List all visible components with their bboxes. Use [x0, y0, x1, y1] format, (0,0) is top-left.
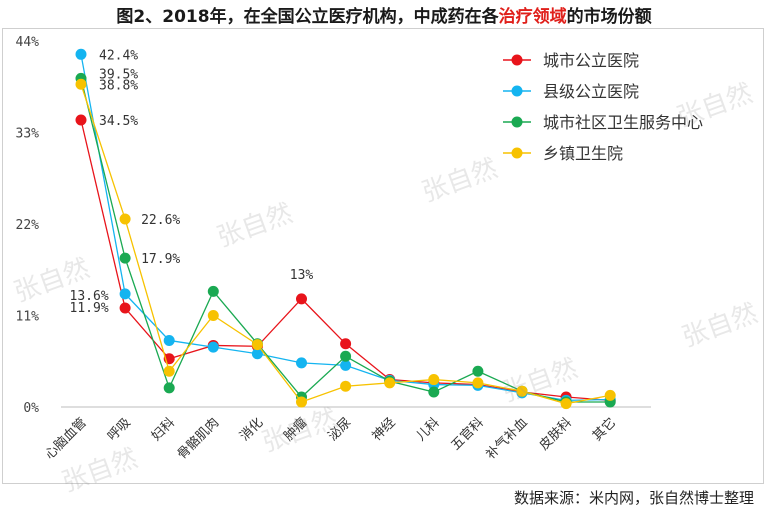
data-label: 34.5%	[99, 114, 138, 129]
data-label: 13.6%	[70, 289, 109, 304]
y-tick-label: 22%	[16, 218, 40, 233]
data-point	[384, 377, 396, 389]
y-tick-label: 11%	[16, 310, 40, 325]
legend-marker	[511, 54, 523, 66]
legend-label: 城市社区卫生服务中心	[543, 113, 703, 132]
data-point	[119, 213, 131, 225]
x-category-label: 神经	[370, 415, 399, 444]
data-point	[296, 293, 307, 305]
legend-label: 城市公立医院	[543, 51, 639, 70]
legend-label: 乡镇卫生院	[543, 144, 623, 163]
x-category-label: 泌尿	[325, 415, 354, 444]
x-category-label: 皮肤科	[537, 415, 575, 453]
x-category-label: 消化	[237, 415, 266, 444]
data-point	[207, 285, 219, 297]
chart-frame: 0% 11% 22% 33% 44% 心脑血管 呼吸 妇科 骨骼肌肉 消化 肿瘤 泌尿 神经 儿科 五官科补…	[2, 28, 764, 484]
data-point	[75, 48, 87, 60]
data-point	[340, 338, 352, 350]
x-category-label: 补气补血	[483, 415, 531, 463]
data-point	[251, 348, 263, 360]
data-point	[119, 302, 131, 314]
data-source: 数据来源：米内网，张自然博士整理	[513, 489, 754, 507]
x-category-label: 骨骼肌肉	[174, 415, 222, 463]
y-tick-label: 0%	[23, 401, 39, 416]
y-tick-label: 33%	[16, 127, 40, 142]
data-point	[207, 341, 219, 353]
data-point	[340, 350, 352, 362]
legend-marker	[511, 116, 523, 128]
legend-marker	[511, 147, 523, 159]
data-label: 13%	[290, 268, 314, 283]
data-point	[75, 78, 87, 90]
data-point	[340, 380, 352, 392]
data-point	[428, 374, 440, 386]
chart-title: 图2、2018年，在全国公立医疗机构，中成药在各治疗领域的市场份额	[116, 7, 652, 27]
x-category-label: 心脑血管	[42, 415, 89, 462]
data-point	[163, 382, 175, 394]
title-highlight: 治疗领域	[498, 7, 567, 27]
data-label: 39.5%	[99, 67, 138, 82]
data-point	[516, 385, 528, 397]
data-point	[163, 334, 175, 346]
data-point	[604, 389, 616, 401]
data-point	[340, 359, 352, 371]
data-point	[251, 339, 263, 351]
data-point	[119, 252, 131, 264]
x-category-label: 肿瘤	[281, 415, 311, 445]
data-point	[207, 310, 219, 321]
data-label: 22.6%	[141, 213, 180, 228]
data-point	[296, 396, 307, 408]
x-category-label: 呼吸	[105, 415, 134, 444]
data-label: 17.9%	[141, 252, 180, 267]
data-label: 42.4%	[99, 48, 138, 63]
x-category-label: 儿科	[414, 415, 443, 444]
data-label: 11.9%	[70, 301, 109, 316]
x-category-label: 其它	[589, 415, 619, 445]
x-category-label: 妇科	[148, 415, 178, 445]
data-point	[560, 398, 572, 410]
data-point	[472, 377, 484, 389]
y-tick-label: 44%	[16, 35, 40, 50]
data-point	[472, 365, 484, 377]
data-point	[75, 114, 87, 126]
data-point	[119, 288, 131, 300]
legend-marker	[511, 85, 523, 97]
legend-label: 县级公立医院	[543, 82, 639, 101]
data-point	[428, 386, 440, 398]
data-point	[296, 357, 307, 369]
data-point	[163, 365, 175, 377]
x-category-label: 五官科	[448, 415, 487, 454]
data-label: 38.8%	[99, 78, 138, 93]
